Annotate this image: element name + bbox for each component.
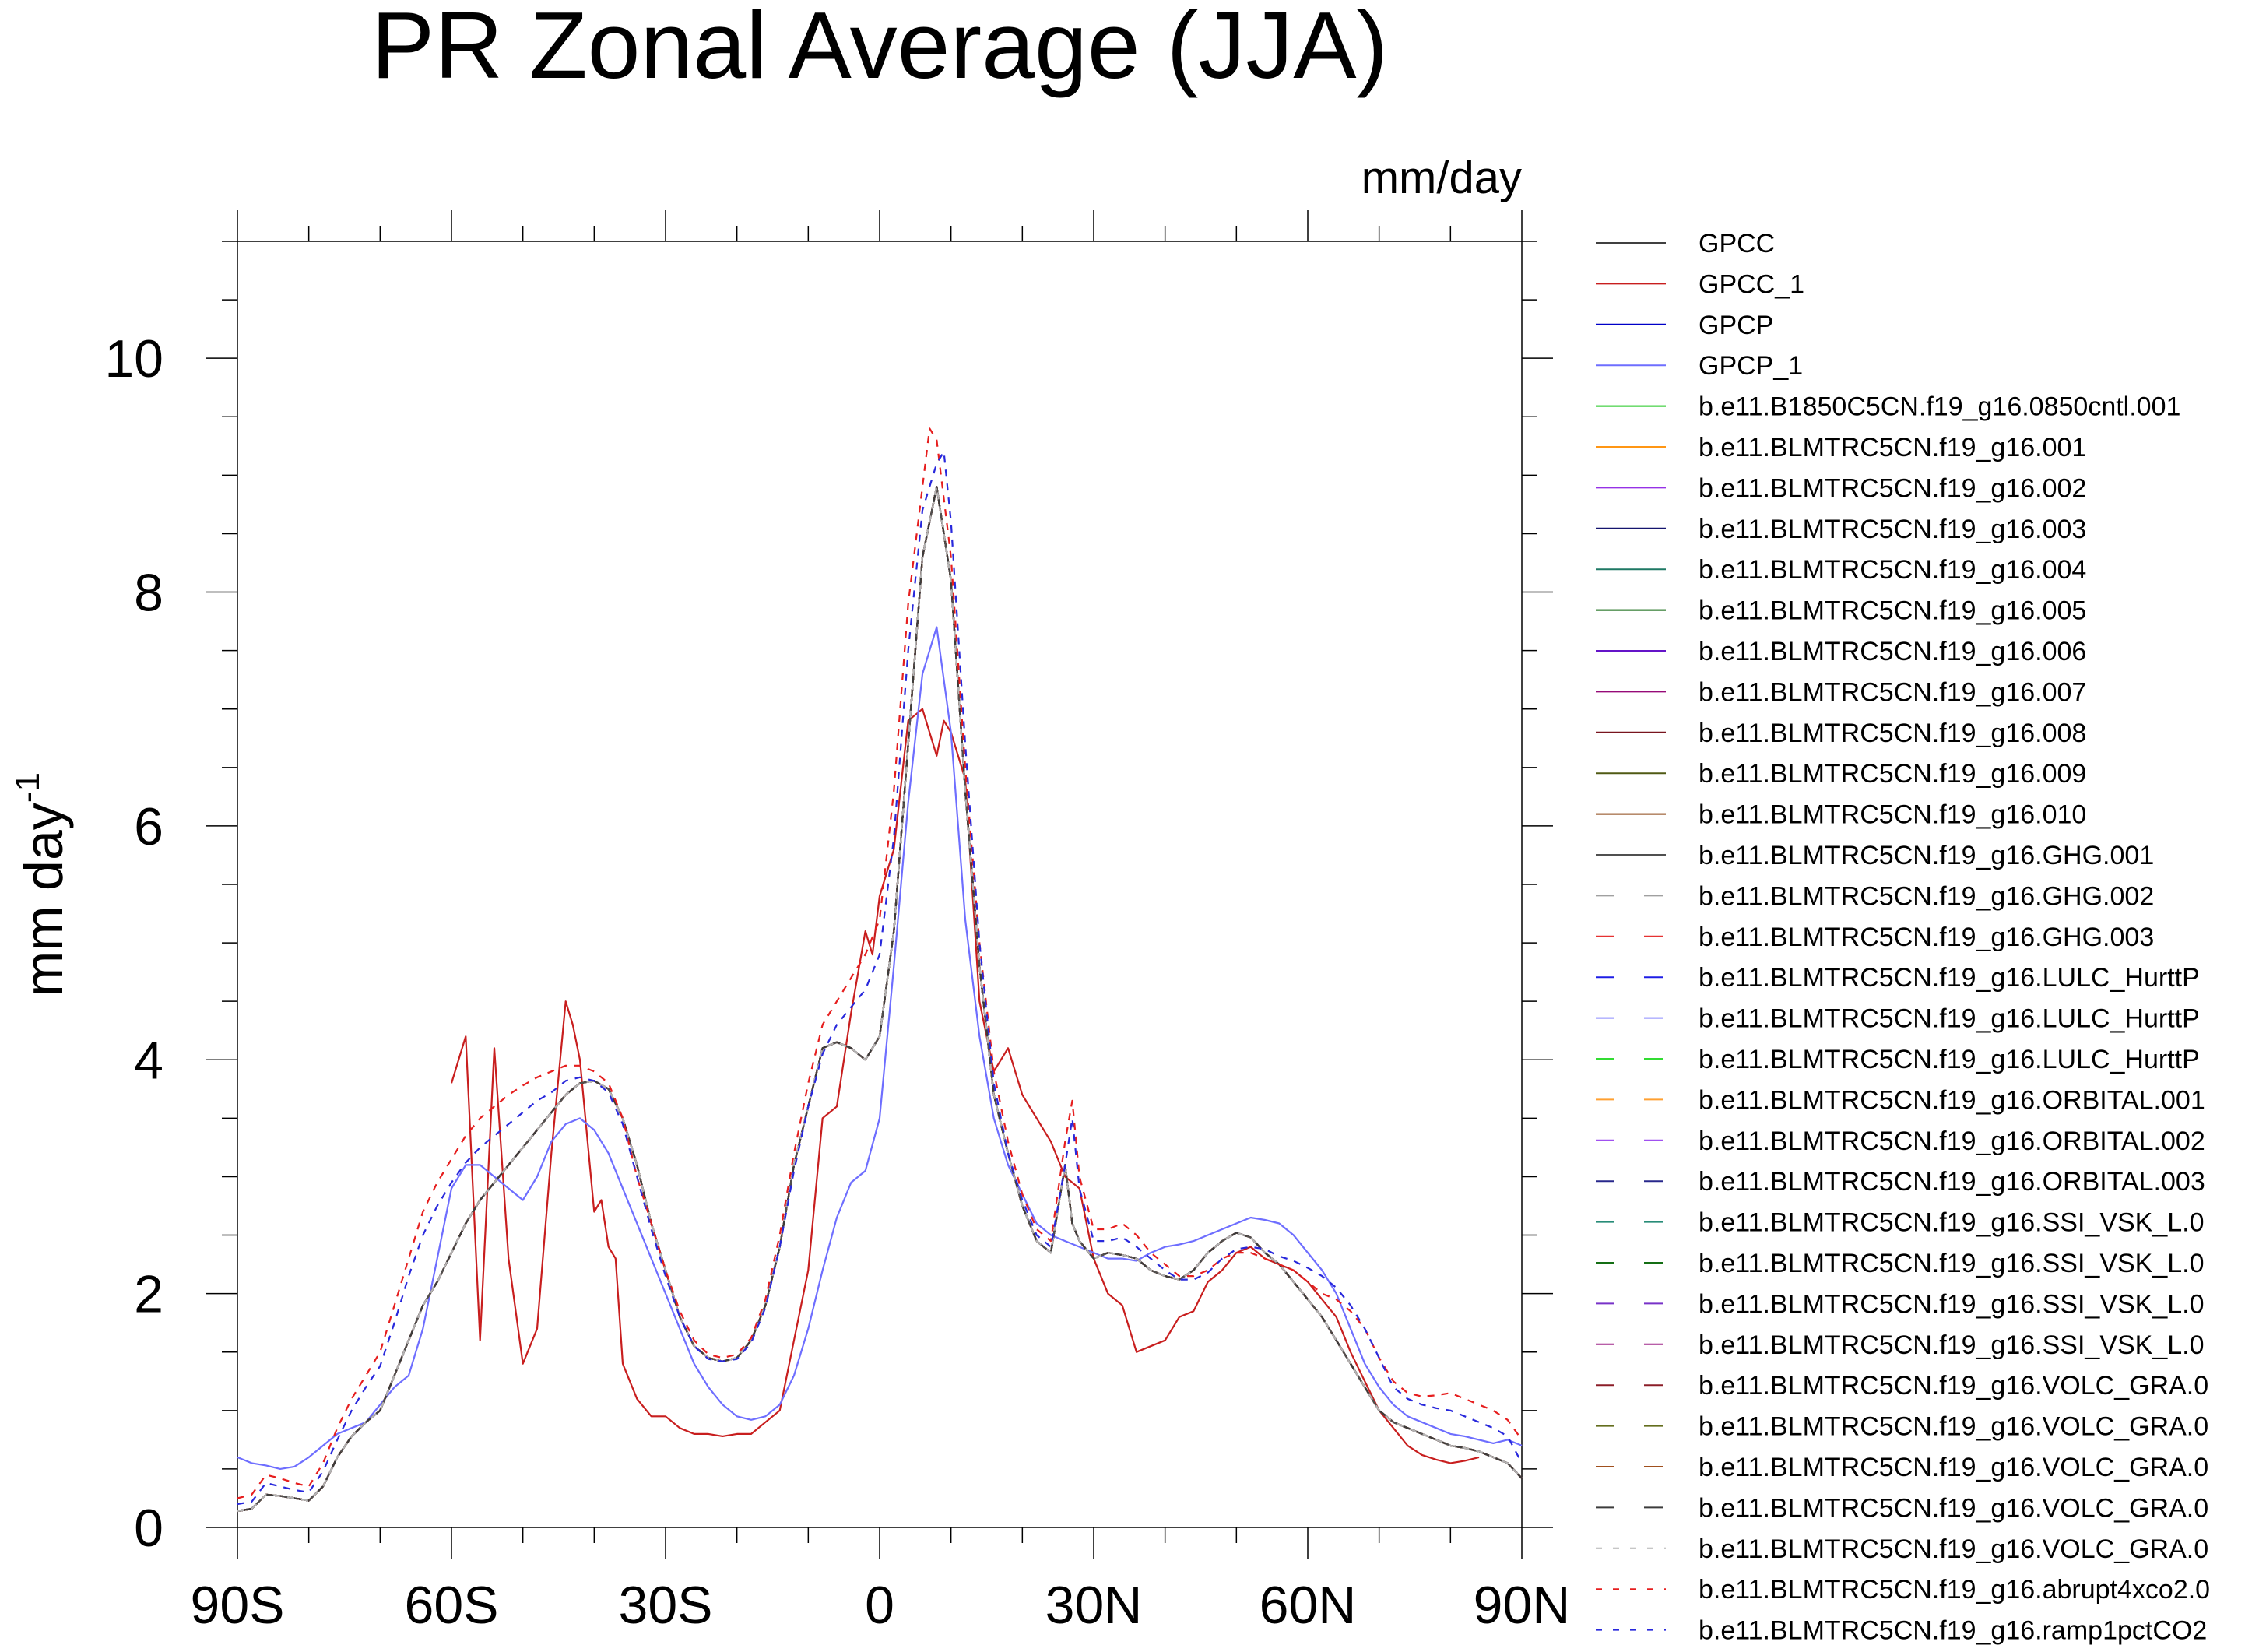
legend-label: b.e11.BLMTRC5CN.f19_g16.LULC_HurttP <box>1699 1004 2200 1034</box>
units-label: mm/day <box>1361 153 1522 203</box>
series-line <box>237 486 1523 1513</box>
series-line <box>237 427 1523 1499</box>
legend-label: b.e11.BLMTRC5CN.f19_g16.GHG.001 <box>1699 841 2154 870</box>
legend-label: b.e11.BLMTRC5CN.f19_g16.VOLC_GRA.0 <box>1699 1412 2208 1442</box>
tick-labels: 90S 60S 30S 0 30N 60N 90N 0 2 4 6 8 10 <box>104 329 1570 1635</box>
legend-label: GPCC <box>1699 229 1775 258</box>
series-line <box>237 486 1523 1513</box>
series-line <box>237 486 1523 1513</box>
series-line <box>237 486 1523 1513</box>
series-line <box>237 486 1523 1513</box>
y-tick-label: 10 <box>104 329 163 388</box>
legend-label: b.e11.BLMTRC5CN.f19_g16.GHG.003 <box>1699 923 2154 952</box>
legend-label: b.e11.BLMTRC5CN.f19_g16.SSI_VSK_L.0 <box>1699 1208 2205 1238</box>
legend-label: b.e11.BLMTRC5CN.f19_g16.ORBITAL.001 <box>1699 1085 2205 1115</box>
legend-label: b.e11.BLMTRC5CN.f19_g16.ramp1pctCO2 <box>1699 1616 2207 1646</box>
series-line <box>237 486 1523 1513</box>
y-tick-label: 4 <box>134 1031 163 1090</box>
x-tick-label: 60N <box>1260 1576 1357 1635</box>
y-axis-label-superscript: -1 <box>9 772 47 803</box>
legend-label: b.e11.BLMTRC5CN.f19_g16.003 <box>1699 515 2086 544</box>
legend-label: b.e11.BLMTRC5CN.f19_g16.008 <box>1699 719 2086 748</box>
series-line <box>237 486 1523 1513</box>
y-axis-label-text: mm day <box>13 803 74 996</box>
chart-title: PR Zonal Average (JJA) <box>371 0 1388 98</box>
series-line <box>237 486 1523 1513</box>
legend-label: b.e11.BLMTRC5CN.f19_g16.006 <box>1699 637 2086 666</box>
y-tick-label: 2 <box>134 1265 163 1324</box>
series-line <box>237 486 1523 1513</box>
legend-label: b.e11.BLMTRC5CN.f19_g16.GHG.002 <box>1699 881 2154 911</box>
legend-label: b.e11.BLMTRC5CN.f19_g16.SSI_VSK_L.0 <box>1699 1330 2205 1360</box>
series-line <box>450 708 1480 1464</box>
y-tick-label: 0 <box>134 1499 163 1558</box>
y-tick-label: 6 <box>134 797 163 856</box>
series-line <box>237 486 1523 1513</box>
x-tick-label: 90S <box>191 1576 285 1635</box>
legend-label: b.e11.B1850C5CN.f19_g16.0850cntl.001 <box>1699 392 2180 422</box>
legend-label: b.e11.BLMTRC5CN.f19_g16.LULC_HurttP <box>1699 1045 2200 1074</box>
legend-label: b.e11.BLMTRC5CN.f19_g16.VOLC_GRA.0 <box>1699 1371 2208 1401</box>
series-line <box>237 486 1523 1513</box>
series-line <box>237 486 1523 1513</box>
legend-label: b.e11.BLMTRC5CN.f19_g16.VOLC_GRA.0 <box>1699 1453 2208 1482</box>
legend-label: b.e11.BLMTRC5CN.f19_g16.009 <box>1699 759 2086 789</box>
series-line <box>237 486 1523 1513</box>
legend-label: b.e11.BLMTRC5CN.f19_g16.VOLC_GRA.0 <box>1699 1493 2208 1523</box>
x-tick-label: 0 <box>865 1576 894 1635</box>
legend-label: b.e11.BLMTRC5CN.f19_g16.001 <box>1699 433 2086 462</box>
series-line <box>237 486 1523 1513</box>
x-tick-label: 90N <box>1474 1576 1571 1635</box>
series-line <box>237 486 1523 1513</box>
legend-label: b.e11.BLMTRC5CN.f19_g16.004 <box>1699 555 2086 585</box>
legend-label: b.e11.BLMTRC5CN.f19_g16.ORBITAL.002 <box>1699 1127 2205 1156</box>
legend-label: b.e11.BLMTRC5CN.f19_g16.SSI_VSK_L.0 <box>1699 1249 2205 1278</box>
legend-label: b.e11.BLMTRC5CN.f19_g16.SSI_VSK_L.0 <box>1699 1289 2205 1319</box>
x-tick-label: 60S <box>405 1576 499 1635</box>
series-line <box>237 486 1523 1513</box>
legend-label: GPCC_1 <box>1699 269 1804 299</box>
series-line <box>237 486 1523 1513</box>
series-line <box>237 486 1523 1513</box>
legend-label: b.e11.BLMTRC5CN.f19_g16.010 <box>1699 800 2086 830</box>
series-line <box>237 486 1523 1513</box>
series-line <box>237 486 1523 1513</box>
legend-label: GPCP <box>1699 311 1773 340</box>
series-line <box>237 486 1523 1513</box>
plot-frame <box>237 241 1523 1528</box>
axis-ticks <box>206 210 1553 1559</box>
x-tick-label: 30N <box>1045 1576 1143 1635</box>
series-line <box>237 486 1523 1513</box>
legend-label: b.e11.BLMTRC5CN.f19_g16.abrupt4xco2.0 <box>1699 1575 2210 1605</box>
legend-label: b.e11.BLMTRC5CN.f19_g16.LULC_HurttP <box>1699 963 2200 993</box>
series-line <box>237 486 1523 1513</box>
series-line <box>237 486 1523 1513</box>
series-line <box>237 486 1523 1513</box>
series-line <box>237 486 1523 1513</box>
legend-label: b.e11.BLMTRC5CN.f19_g16.VOLC_GRA.0 <box>1699 1534 2208 1564</box>
series-line <box>237 486 1523 1513</box>
legend-label: GPCP_1 <box>1699 351 1803 381</box>
series-line <box>237 626 1523 1471</box>
series-line <box>237 451 1523 1506</box>
x-tick-label: 30S <box>619 1576 713 1635</box>
series-line <box>237 486 1523 1513</box>
legend-label: b.e11.BLMTRC5CN.f19_g16.005 <box>1699 596 2086 626</box>
legend-label: b.e11.BLMTRC5CN.f19_g16.ORBITAL.003 <box>1699 1167 2205 1197</box>
y-axis-label: mm day-1 <box>9 772 74 996</box>
legend: GPCC GPCC_1 GPCP GPCP_1 b.e11.B1850C5CN.f19_… <box>1596 229 2210 1646</box>
y-tick-label: 8 <box>134 564 163 623</box>
series-line <box>237 486 1523 1513</box>
series-line <box>237 486 1523 1513</box>
legend-label: b.e11.BLMTRC5CN.f19_g16.007 <box>1699 677 2086 707</box>
legend-label: b.e11.BLMTRC5CN.f19_g16.002 <box>1699 473 2086 503</box>
series-lines <box>237 427 1523 1513</box>
series-line <box>237 486 1523 1513</box>
